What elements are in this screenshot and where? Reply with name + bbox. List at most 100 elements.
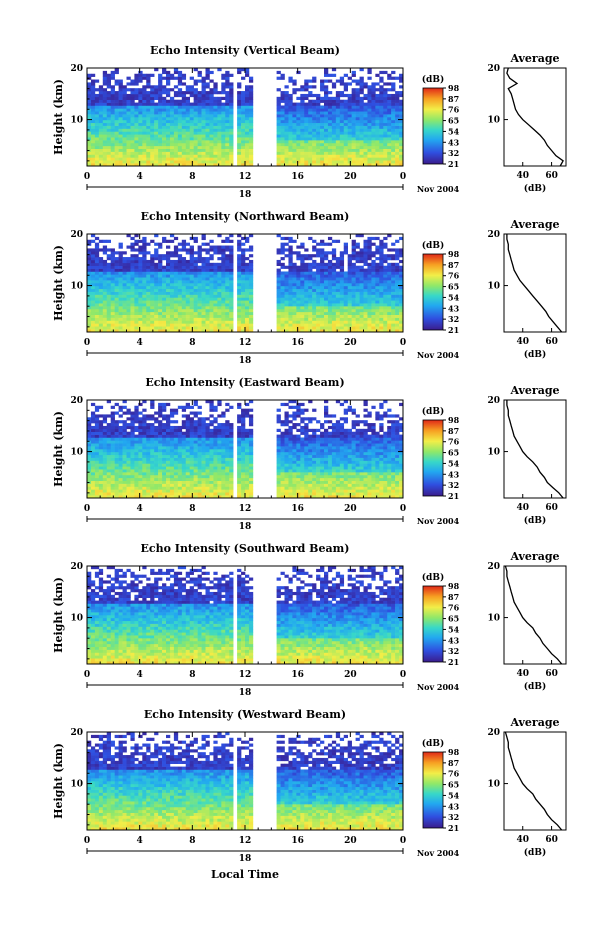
heatmap-cell <box>276 145 281 149</box>
heatmap-cell <box>391 154 396 158</box>
heatmap-cell <box>158 163 163 167</box>
heatmap-cell <box>122 154 127 158</box>
heatmap-cell <box>312 326 317 330</box>
heatmap-cell <box>280 291 285 295</box>
heatmap-cell <box>94 157 100 161</box>
heatmap-cell <box>387 160 392 164</box>
heatmap-cell <box>248 483 254 487</box>
heatmap-cell <box>379 122 384 126</box>
heatmap-cell <box>118 283 123 287</box>
heatmap-cell <box>347 283 352 287</box>
heatmap-cell <box>395 125 400 129</box>
heatmap-cell <box>351 73 356 77</box>
heatmap-cell <box>308 122 313 126</box>
heatmap-cell <box>193 320 198 324</box>
heatmap-cell <box>237 160 242 164</box>
heatmap-cell <box>122 277 127 281</box>
heatmap-cell <box>359 151 364 155</box>
heatmap-cell <box>229 262 234 266</box>
heatmap-cell <box>158 245 163 249</box>
heatmap-cell <box>320 303 325 307</box>
heatmap-cell <box>130 134 135 138</box>
heatmap-cell <box>237 311 242 315</box>
heatmap-cell <box>229 88 234 92</box>
heatmap-cell <box>363 308 368 313</box>
heatmap-cell <box>300 291 305 295</box>
heatmap-cell <box>217 102 222 106</box>
heatmap-cell <box>288 329 293 333</box>
heatmap-cell <box>304 320 309 324</box>
heatmap-cell <box>280 76 285 80</box>
heatmap-cell <box>122 91 127 95</box>
heatmap-cell <box>248 294 254 298</box>
heatmap-cell <box>343 288 348 292</box>
heatmap-cell <box>158 262 163 266</box>
heatmap-cell <box>383 96 388 100</box>
heatmap-cell <box>162 329 167 333</box>
heatmap-cell <box>118 245 123 249</box>
heatmap-cell <box>130 489 135 493</box>
heatmap-cell <box>90 108 96 112</box>
heatmap-cell <box>276 122 281 126</box>
heatmap-cell <box>292 477 297 481</box>
heatmap-cell <box>284 154 289 158</box>
heatmap-cell <box>209 474 214 479</box>
heatmap-cell <box>296 157 301 161</box>
heatmap-cell <box>367 294 372 298</box>
heatmap-cell <box>288 259 293 264</box>
heatmap-cell <box>229 259 234 264</box>
heatmap-cell <box>126 329 131 333</box>
heatmap-cell <box>324 111 329 115</box>
heatmap-cell <box>304 280 309 284</box>
heatmap-cell <box>320 142 325 147</box>
heatmap-cell <box>181 111 187 115</box>
heatmap-cell <box>359 495 364 499</box>
heatmap-cell <box>221 122 226 126</box>
heatmap-cell <box>351 486 356 490</box>
heatmap-cell <box>205 68 210 72</box>
heatmap-cell <box>284 294 289 298</box>
heatmap-cell <box>320 486 325 490</box>
heatmap-cell <box>162 326 167 330</box>
heatmap-cell <box>98 142 104 147</box>
heatmap-cell <box>343 317 348 321</box>
heatmap-cell <box>138 70 143 75</box>
heatmap-cell <box>177 277 183 281</box>
heatmap-cell <box>185 489 190 493</box>
heatmap-cell <box>185 160 190 164</box>
heatmap-cell <box>347 128 352 132</box>
heatmap-cell <box>391 76 396 80</box>
heatmap-cell <box>126 489 131 493</box>
heatmap-cell <box>379 245 384 249</box>
heatmap-cell <box>391 308 396 313</box>
heatmap-cell <box>162 99 167 103</box>
heatmap-cell <box>221 114 226 118</box>
heatmap-cell <box>355 271 360 275</box>
heatmap-cell <box>316 140 321 144</box>
heatmap-cell <box>320 114 325 118</box>
heatmap-cell <box>154 489 159 493</box>
heatmap-cell <box>110 151 115 155</box>
heatmap-cell <box>177 271 183 275</box>
heatmap-cell <box>221 329 226 333</box>
heatmap-cell <box>391 492 396 496</box>
heatmap-cell <box>189 297 194 301</box>
heatmap-cell <box>331 134 337 138</box>
heatmap-cell <box>130 114 135 118</box>
heatmap-cell <box>173 477 179 481</box>
heatmap-cell <box>114 492 119 496</box>
heatmap-cell <box>205 283 210 287</box>
heatmap-cell <box>213 274 218 278</box>
heatmap-cell <box>359 271 364 275</box>
average-y-tick-label: 10 <box>487 282 500 292</box>
heatmap-cell <box>359 142 364 147</box>
heatmap-cell <box>327 111 333 115</box>
heatmap-cell <box>150 303 155 307</box>
heatmap-cell <box>383 157 388 161</box>
heatmap-cell <box>154 160 159 164</box>
heatmap-cell <box>347 308 352 313</box>
heatmap-cell <box>217 283 222 287</box>
heatmap-cell <box>150 283 155 287</box>
heatmap-cell <box>134 306 139 310</box>
heatmap-cell <box>166 486 171 490</box>
